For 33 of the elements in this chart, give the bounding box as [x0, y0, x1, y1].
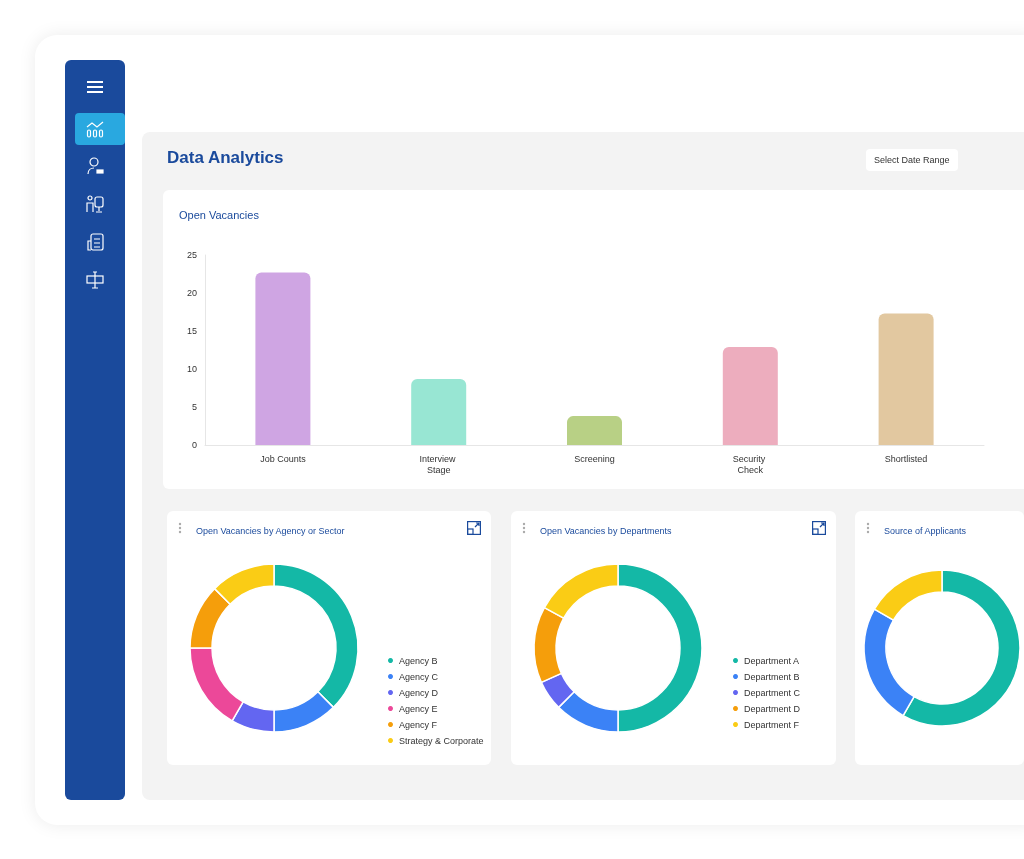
legend-label: Agency D [399, 687, 439, 698]
text: Data Analytics [167, 148, 284, 168]
y-tick-label: 0 [191, 440, 197, 450]
bar [411, 378, 467, 445]
legend-label: Agency B [399, 655, 438, 666]
x-tick-label: Security Check [732, 453, 768, 475]
text: Select Date Range [866, 149, 958, 171]
chart-title: Open Vacancies [179, 209, 259, 221]
bar [722, 346, 778, 445]
y-tick-label: 10 [186, 364, 197, 374]
y-tick-label: 5 [191, 402, 197, 412]
legend-label: Agency C [399, 671, 439, 682]
bar [567, 416, 622, 445]
x-tick-label: Shortlisted [884, 453, 928, 464]
legend-label: Agency F [399, 719, 438, 730]
legend-label: Agency E [399, 703, 438, 714]
x-tick-label: Interview Stage [419, 453, 458, 475]
legend-label: Strategy & Corporate [399, 735, 484, 746]
chart-title: Source of Applicants [884, 525, 967, 536]
chart-title: Open Vacancies by Departments [540, 525, 672, 536]
legend-label: Department B [744, 671, 800, 682]
legend-label: Department C [744, 687, 801, 698]
x-tick-label: Job Counts [260, 453, 307, 464]
x-tick-label: Screening [574, 453, 615, 464]
legend-label: Department D [744, 703, 801, 714]
y-tick-label: 20 [186, 288, 197, 298]
y-tick-label: 15 [186, 326, 197, 336]
bar [255, 272, 311, 445]
y-tick-label: 25 [186, 250, 197, 260]
legend-label: Department F [744, 719, 800, 730]
chart-title: Open Vacancies by Agency or Sector [196, 525, 345, 536]
legend-label: Department A [744, 655, 800, 666]
bar [878, 313, 934, 445]
